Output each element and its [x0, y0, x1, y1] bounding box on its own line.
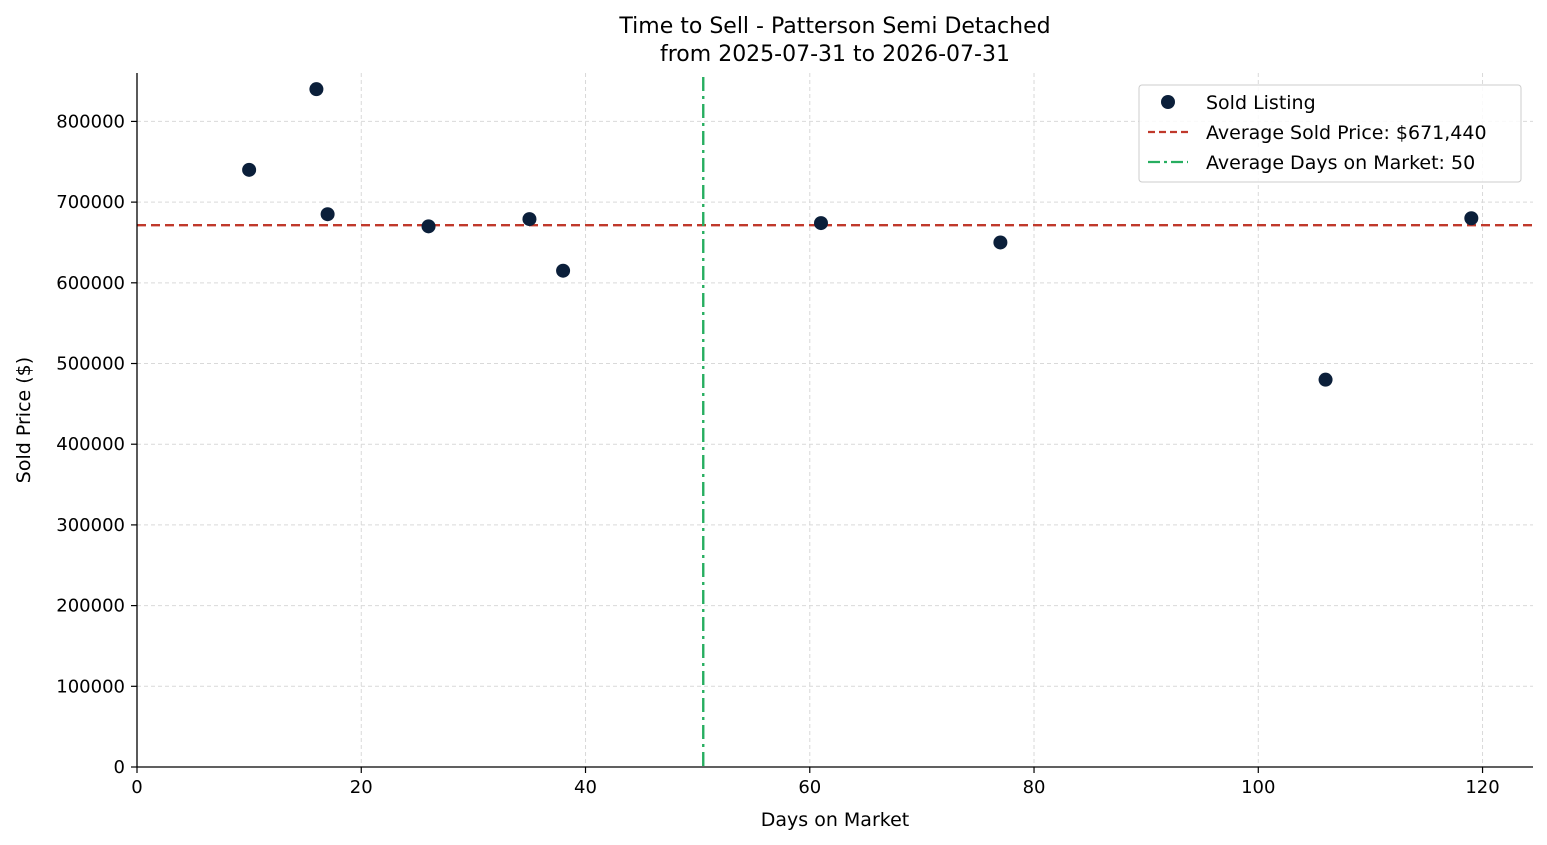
y-tick-label: 800000	[56, 111, 125, 132]
sold-listing-point	[242, 162, 257, 177]
legend-label-sold-listing: Sold Listing	[1206, 92, 1316, 114]
x-tick-label: 100	[1241, 777, 1275, 798]
x-tick-label: 40	[574, 777, 597, 798]
y-tick-label: 700000	[56, 192, 125, 213]
x-tick-label: 80	[1023, 777, 1046, 798]
x-tick-label: 120	[1465, 777, 1499, 798]
y-tick-label: 0	[114, 757, 125, 778]
legend-label-average-days: Average Days on Market: 50	[1206, 152, 1475, 174]
sold-listing-point	[813, 216, 828, 231]
y-axis-label: Sold Price ($)	[13, 357, 35, 483]
sold-listing-point	[421, 219, 436, 234]
sold-listing-point	[1464, 211, 1479, 226]
legend-frame	[1138, 84, 1522, 183]
chart-title: Time to Sell - Patterson Semi Detached	[618, 14, 1050, 39]
sold-listing-point	[556, 263, 571, 278]
y-tick-label: 200000	[56, 596, 125, 617]
reference-lines	[137, 77, 1533, 767]
x-axis-label: Days on Market	[761, 809, 909, 831]
grid	[137, 73, 1533, 767]
y-axis-ticks: 0 100000 200000 300000 400000 500000 600000 700…	[56, 111, 137, 778]
sold-listing-point	[993, 235, 1008, 250]
legend: Sold Listing Average Sold Price: $671,44…	[1138, 84, 1522, 183]
x-tick-label: 20	[350, 777, 373, 798]
y-tick-label: 400000	[56, 434, 125, 455]
sold-listing-point	[522, 212, 537, 227]
chart-subtitle: from 2025-07-31 to 2026-07-31	[660, 42, 1010, 67]
y-tick-label: 300000	[56, 515, 125, 536]
sold-listing-point	[309, 82, 324, 97]
y-tick-label: 500000	[56, 354, 125, 375]
x-axis-ticks: 0 20 40 60 80 100 120	[131, 767, 1500, 798]
y-tick-label: 600000	[56, 273, 125, 294]
y-tick-label: 100000	[56, 676, 125, 697]
x-tick-label: 60	[798, 777, 821, 798]
data-points	[242, 82, 1479, 387]
sold-listing-point	[320, 207, 335, 222]
x-tick-label: 0	[131, 777, 142, 798]
sold-listing-point	[1318, 372, 1333, 387]
legend-label-average-price: Average Sold Price: $671,440	[1206, 122, 1487, 144]
legend-marker-sold-listing	[1161, 95, 1175, 109]
